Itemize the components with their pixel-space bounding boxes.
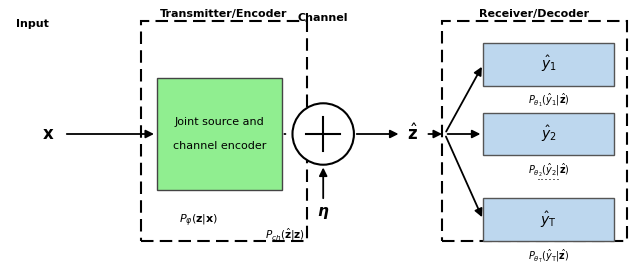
Bar [141, 21, 307, 241]
Text: Input: Input [16, 19, 49, 29]
Text: $\mathbf{z}$: $\mathbf{z}$ [292, 125, 302, 143]
Text: $P_{\varphi}(\mathbf{z}|\mathbf{x})$: $P_{\varphi}(\mathbf{z}|\mathbf{x})$ [179, 213, 218, 229]
Text: Joint source and: Joint source and [174, 117, 264, 127]
Text: Channel: Channel [298, 13, 348, 23]
Text: Transmitter/Encoder: Transmitter/Encoder [160, 9, 288, 19]
Bar [483, 43, 614, 86]
Text: channel encoder: channel encoder [173, 141, 266, 151]
Text: $\hat{y}_2$: $\hat{y}_2$ [541, 124, 557, 144]
Ellipse shape [292, 103, 354, 165]
Bar [442, 21, 627, 241]
Text: ......: ...... [537, 170, 561, 183]
Text: $P_{\theta_2}(\hat{y}_2|\hat{\mathbf{z}})$: $P_{\theta_2}(\hat{y}_2|\hat{\mathbf{z}}… [528, 162, 570, 179]
Bar [483, 113, 614, 155]
Text: $\boldsymbol{\eta}$: $\boldsymbol{\eta}$ [317, 205, 330, 221]
Text: $\hat{y}_{\mathrm{T}}$: $\hat{y}_{\mathrm{T}}$ [540, 210, 557, 230]
Text: $\hat{\mathbf{z}}$: $\hat{\mathbf{z}}$ [408, 124, 418, 144]
Text: $P_{ch}(\hat{\mathbf{z}}|\mathbf{z})$: $P_{ch}(\hat{\mathbf{z}}|\mathbf{z})$ [265, 226, 305, 243]
Text: $\hat{y}_1$: $\hat{y}_1$ [541, 54, 557, 75]
Text: $P_{\theta_1}(\hat{y}_1|\hat{\mathbf{z}})$: $P_{\theta_1}(\hat{y}_1|\hat{\mathbf{z}}… [528, 92, 570, 109]
Text: Receiver/Decoder: Receiver/Decoder [479, 9, 589, 19]
Text: $P_{\theta_{\mathrm{T}}}(\hat{y}_{\mathrm{T}}|\hat{\mathbf{z}})$: $P_{\theta_{\mathrm{T}}}(\hat{y}_{\mathr… [528, 247, 570, 265]
Text: $\mathbf{x}$: $\mathbf{x}$ [42, 125, 54, 143]
Bar [483, 198, 614, 241]
Bar [157, 78, 282, 190]
